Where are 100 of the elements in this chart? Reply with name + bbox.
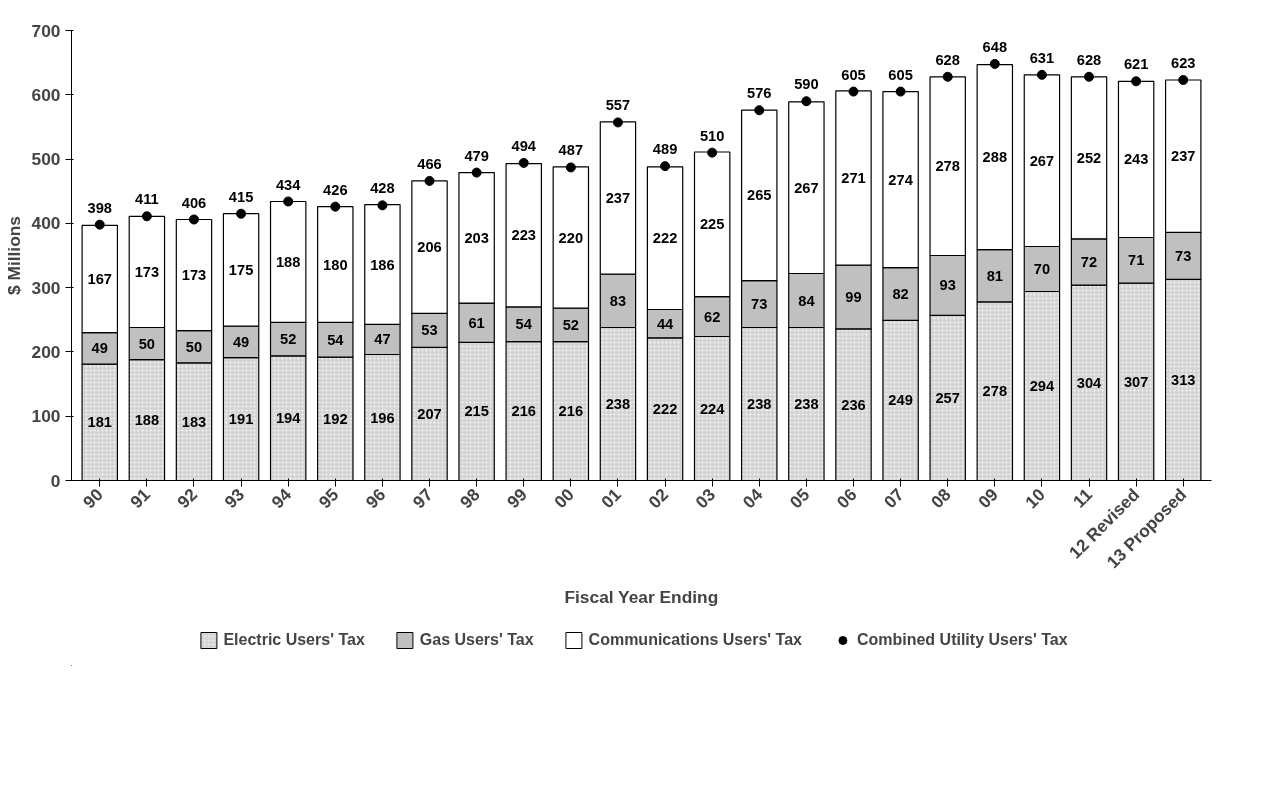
data-label: 215	[464, 403, 489, 420]
y-tick-label: 400	[31, 213, 61, 234]
data-label: 81	[986, 267, 1003, 284]
y-tick-label: 500	[31, 149, 61, 170]
data-label: 238	[794, 396, 819, 412]
point	[707, 147, 718, 158]
data-label: 222	[652, 401, 678, 418]
data-label: 428	[370, 180, 395, 197]
x-tick-label: 96	[361, 484, 390, 513]
x-tick-label: 07	[879, 484, 908, 513]
data-label: 188	[275, 253, 301, 270]
data-label: 52	[562, 316, 579, 333]
data-label: 47	[374, 331, 391, 348]
point	[94, 219, 105, 230]
point	[377, 200, 388, 211]
x-tick-label: 02	[644, 484, 673, 513]
data-label: 223	[511, 227, 536, 244]
data-label: 50	[185, 338, 203, 355]
data-label: 73	[1175, 247, 1192, 264]
data-label: 249	[888, 392, 913, 409]
data-label: 50	[138, 335, 156, 352]
x-tick-label: 92	[173, 484, 202, 513]
data-label: 590	[794, 76, 819, 93]
x-tick-label: 06	[832, 484, 861, 513]
legend-label: Gas Users' Tax	[419, 631, 534, 649]
point	[188, 214, 199, 225]
data-label: 188	[134, 412, 160, 429]
data-label: 271	[841, 170, 866, 187]
data-label: 216	[511, 403, 536, 420]
data-label: 83	[609, 292, 627, 309]
data-label: 278	[982, 383, 1008, 400]
data-label: 307	[1123, 373, 1149, 390]
x-tick-label: 01	[597, 484, 626, 513]
data-label: 278	[935, 158, 960, 175]
point	[942, 71, 953, 82]
x-axis-title: Fiscal Year Ending	[564, 587, 719, 608]
point	[989, 58, 1000, 69]
data-label: 415	[228, 188, 254, 205]
data-label: 294	[1029, 378, 1055, 394]
data-label: 243	[1123, 151, 1149, 168]
data-label: 466	[417, 155, 442, 172]
x-tick-label: 99	[503, 484, 531, 513]
x-tick-label: 95	[314, 484, 343, 513]
data-label: 267	[1029, 152, 1055, 169]
point	[330, 201, 341, 212]
data-label: 216	[558, 403, 584, 420]
data-label: 623	[1171, 55, 1196, 71]
data-label: 49	[232, 333, 250, 350]
data-label: 61	[468, 314, 485, 331]
point	[141, 211, 152, 222]
x-tick-label: 91	[126, 484, 155, 513]
x-tick-label: 90	[79, 484, 107, 513]
data-label: 53	[421, 322, 438, 339]
data-label: 489	[652, 141, 678, 158]
y-tick-label: 0	[50, 470, 61, 491]
data-label: 180	[323, 256, 348, 273]
x-tick-label: 08	[927, 484, 956, 513]
y-tick-label: 100	[31, 406, 61, 427]
data-label: 93	[939, 277, 956, 294]
x-tick-label: 05	[785, 484, 814, 513]
data-label: 398	[87, 199, 113, 216]
data-label: 487	[558, 142, 584, 159]
data-label: 54	[327, 331, 345, 348]
y-axis-title: $ Millions	[3, 216, 24, 295]
data-label: 274	[888, 171, 914, 188]
data-label: 621	[1123, 56, 1149, 73]
data-label: 628	[935, 51, 960, 68]
data-label: 479	[464, 147, 489, 164]
point	[565, 162, 576, 173]
data-label: 73	[751, 296, 768, 313]
data-label: 54	[515, 316, 533, 333]
data-label: 628	[1076, 51, 1102, 68]
data-label: 252	[1076, 149, 1102, 166]
point	[1084, 71, 1095, 82]
data-label: 186	[370, 256, 395, 273]
y-tick-label: 700	[31, 20, 61, 41]
point	[1178, 75, 1189, 85]
data-label: 267	[794, 179, 819, 196]
data-label: 224	[699, 400, 726, 417]
data-label: 175	[228, 261, 254, 278]
x-tick-label: 10	[1021, 484, 1049, 513]
y-tick-label: 600	[31, 84, 61, 105]
data-label: 406	[181, 194, 207, 211]
data-label: 510	[699, 127, 725, 144]
legend-label: Communications Users' Tax	[588, 631, 802, 649]
point	[1131, 76, 1142, 87]
point	[895, 86, 906, 97]
data-label: 70	[1033, 261, 1051, 277]
x-tick-label: 98	[455, 484, 484, 513]
data-label: 72	[1080, 253, 1098, 270]
point	[283, 196, 294, 207]
data-label: 49	[91, 340, 108, 357]
data-label: 236	[841, 396, 866, 413]
x-tick-label: 03	[691, 484, 720, 513]
data-label: 173	[181, 267, 207, 284]
data-label: 173	[134, 263, 160, 280]
data-label: 84	[798, 292, 816, 309]
x-tick-label: 93	[220, 484, 249, 513]
data-label: 605	[841, 66, 866, 83]
data-label: 52	[280, 331, 297, 348]
